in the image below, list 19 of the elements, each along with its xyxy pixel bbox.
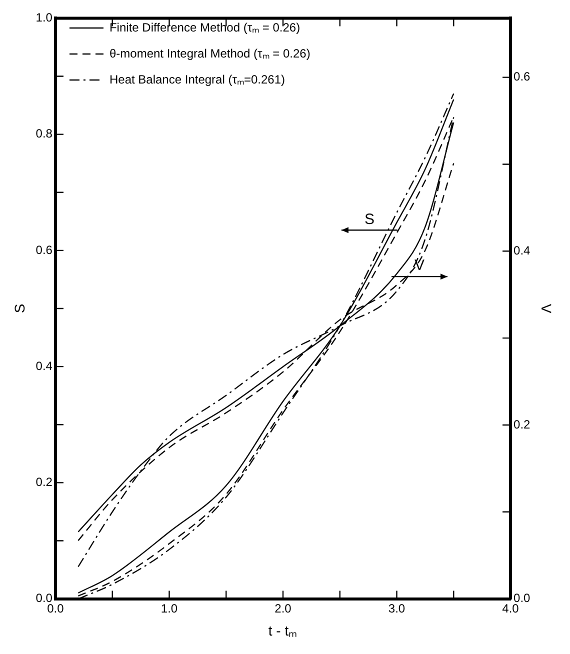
y-tick-label: 0.4 xyxy=(36,358,53,373)
y-tick-label: 0.2 xyxy=(36,474,53,489)
y2-tick-label: 0.6 xyxy=(514,70,531,84)
annotation: S xyxy=(364,210,374,228)
annotation: V xyxy=(414,257,425,274)
x-tick-label: 1.0 xyxy=(160,601,178,616)
x-tick-label: 3.0 xyxy=(388,601,406,616)
legend-label: θ-moment Integral Method (τₘ = 0.26) xyxy=(109,46,310,60)
legend-label: Heat Balance Integral (τₘ=0.261) xyxy=(109,72,285,86)
y2-axis-title: V xyxy=(538,304,555,314)
y2-tick-label: 0.2 xyxy=(514,417,531,432)
y-axis-title: S xyxy=(11,304,28,314)
x-axis-title: t - tₘ xyxy=(268,622,298,638)
y-tick-label: 0.6 xyxy=(36,242,53,257)
y-tick-label: 1.0 xyxy=(36,10,53,25)
y2-tick-label: 0.4 xyxy=(514,243,531,258)
y-tick-label: 0.8 xyxy=(36,126,53,141)
x-tick-label: 2.0 xyxy=(274,601,292,616)
legend-label: Finite Difference Method (τₘ = 0.26) xyxy=(109,20,300,34)
